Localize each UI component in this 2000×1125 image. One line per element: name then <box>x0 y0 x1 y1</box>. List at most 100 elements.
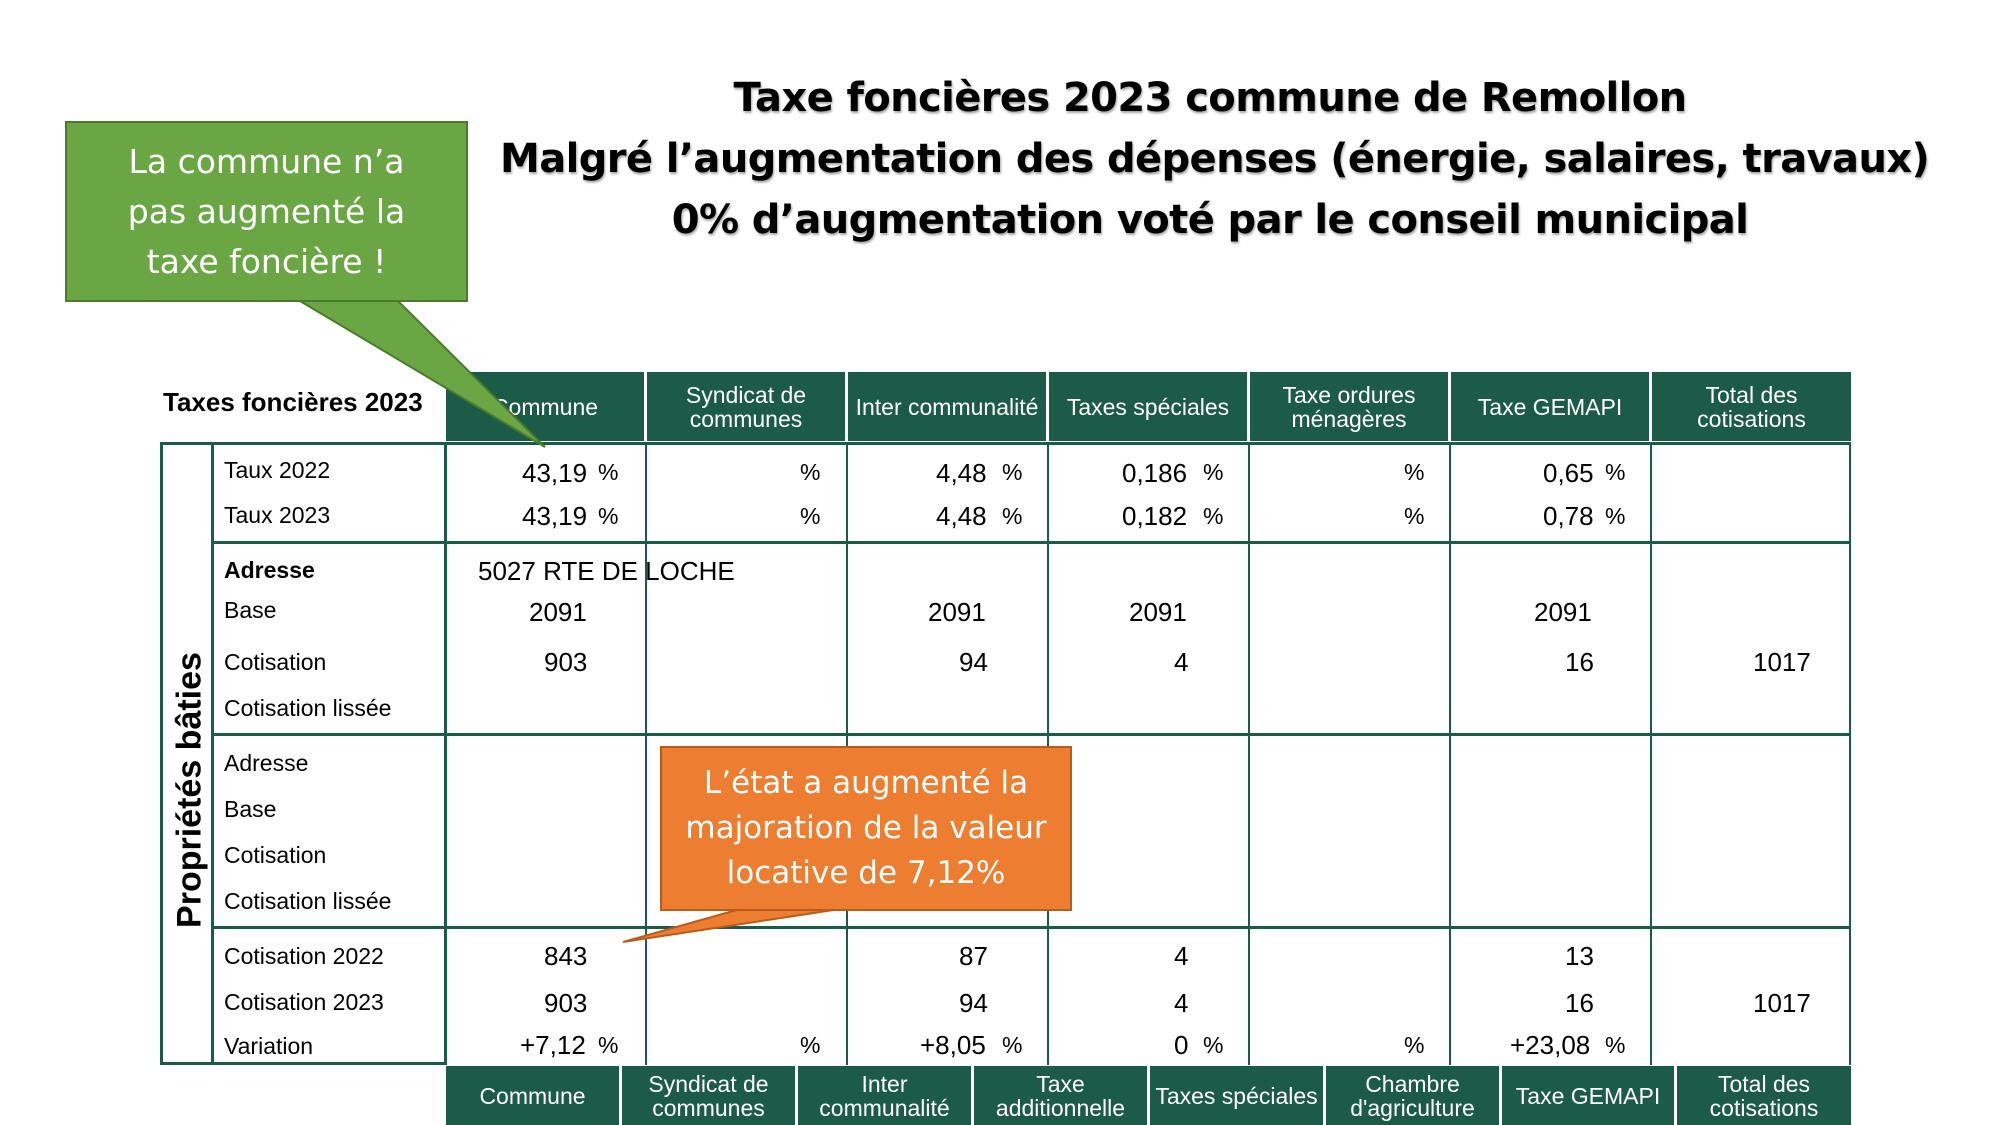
rate-2022-commune: 43,19 <box>522 458 588 488</box>
base-inter: 2091 <box>928 597 986 627</box>
rate-2022-inter: 4,48 <box>936 458 987 488</box>
grid-h-3 <box>211 926 1851 929</box>
label-cotisation-2023: Cotisation 2023 <box>224 989 384 1015</box>
pct-2022-syndicat: % <box>800 459 821 485</box>
title-line-3: 0% d’augmentation voté par le conseil mu… <box>671 197 1749 243</box>
pct-2022-speciales: % <box>1203 459 1224 485</box>
pct-2023-ordures: % <box>1404 503 1425 529</box>
grid-v-left <box>160 442 163 1065</box>
pct-2022-ordures: % <box>1404 459 1425 485</box>
header-syndicat: Syndicat de communes <box>647 372 845 441</box>
variation-commune: +7,12 <box>520 1030 586 1060</box>
rate-2023-inter: 4,48 <box>936 501 987 531</box>
label-taux-2022: Taux 2022 <box>224 457 331 483</box>
header-taxes-speciales: Taxes spéciales <box>1049 372 1247 441</box>
cotisation-speciales: 4 <box>1174 647 1189 677</box>
cot2023-speciales: 4 <box>1174 988 1189 1018</box>
footer-header-chambre-agriculture: Chambre d'agriculture <box>1326 1066 1499 1125</box>
green-callout-text: La commune n’a pas augmenté la taxe fonc… <box>127 141 406 281</box>
base-speciales: 2091 <box>1129 597 1187 627</box>
label-variation: Variation <box>224 1033 314 1059</box>
label-cotisation-2022: Cotisation 2022 <box>224 943 384 969</box>
pct-2022-inter: % <box>1002 459 1023 485</box>
label-cotisation-1: Cotisation <box>224 649 327 675</box>
pct-var-speciales: % <box>1203 1032 1224 1058</box>
cotisation-gemapi: 16 <box>1565 647 1594 677</box>
grid-h-1 <box>211 541 1851 544</box>
label-adresse-2: Adresse <box>224 750 309 776</box>
rate-2022-speciales: 0,186 <box>1122 458 1188 488</box>
grid-v-5 <box>1449 442 1451 1065</box>
rate-2023-speciales: 0,182 <box>1122 501 1188 531</box>
cot2022-inter: 87 <box>959 941 988 971</box>
grid-v-right <box>1849 442 1851 1065</box>
grid-h-2 <box>211 733 1851 736</box>
footer-header-taxes-speciales: Taxes spéciales <box>1150 1066 1323 1125</box>
header-intercommunalite: Inter communalité <box>848 372 1046 441</box>
grid-v-6 <box>1650 442 1652 1065</box>
footer-header-taxe-additionnelle: Taxe additionnelle <box>974 1066 1147 1125</box>
header-ordures-menageres: Taxe ordures ménagères <box>1250 372 1448 441</box>
grid-v-4 <box>1248 442 1250 1065</box>
green-callout: La commune n’a pas augmenté la taxe fonc… <box>65 121 468 302</box>
footer-header-total: Total des cotisations <box>1677 1066 1851 1125</box>
green-callout-pointer <box>296 300 546 448</box>
header-total: Total des cotisations <box>1652 372 1851 441</box>
rate-2023-gemapi: 0,78 <box>1543 501 1594 531</box>
page-title: Taxe foncières 2023 commune de Remollon … <box>500 68 1930 251</box>
footer-header-syndicat: Syndicat de communes <box>622 1066 795 1125</box>
cot2023-gemapi: 16 <box>1565 988 1594 1018</box>
cotisation-inter: 94 <box>959 647 988 677</box>
label-base-1: Base <box>224 597 277 623</box>
base-commune: 2091 <box>529 597 587 627</box>
label-lissee-1: Cotisation lissée <box>224 695 392 721</box>
label-cotisation-2: Cotisation <box>224 842 327 868</box>
rate-2022-gemapi: 0,65 <box>1543 458 1594 488</box>
grid-v-label <box>211 442 214 1065</box>
cot2023-inter: 94 <box>959 988 988 1018</box>
grid-h-top <box>160 442 1851 445</box>
pct-var-ordures: % <box>1404 1032 1425 1058</box>
property1-address: 5027 RTE DE LOCHE <box>478 556 735 586</box>
pct-var-inter: % <box>1002 1032 1023 1058</box>
grid-v-0 <box>444 442 447 1065</box>
cotisation-total: 1017 <box>1753 647 1811 677</box>
grid-h-bottom <box>160 1062 446 1065</box>
base-gemapi: 2091 <box>1534 597 1592 627</box>
title-line-1: Taxe foncières 2023 commune de Remollon <box>733 75 1687 121</box>
pct-2023-syndicat: % <box>800 503 821 529</box>
pct-2023-commune: % <box>598 503 619 529</box>
pct-2022-commune: % <box>598 459 619 485</box>
cot2022-commune: 843 <box>544 941 588 971</box>
variation-speciales: 0 <box>1174 1030 1189 1060</box>
rate-2023-commune: 43,19 <box>522 501 588 531</box>
cot2022-speciales: 4 <box>1174 941 1189 971</box>
footer-header-intercommunalite: Inter communalité <box>798 1066 971 1125</box>
cot2022-gemapi: 13 <box>1565 941 1594 971</box>
cotisation-commune: 903 <box>544 647 588 677</box>
orange-callout-pointer <box>622 908 841 943</box>
cot2023-commune: 903 <box>544 988 588 1018</box>
label-taux-2023: Taux 2023 <box>224 502 331 528</box>
pct-2023-gemapi: % <box>1605 503 1626 529</box>
orange-callout-text: L’état a augmenté la majoration de la va… <box>685 765 1047 891</box>
footer-header-commune: Commune <box>446 1066 619 1125</box>
title-line-2: Malgré l’augmentation des dépenses (éner… <box>500 136 1930 182</box>
label-adresse-1: Adresse <box>224 557 315 583</box>
orange-callout: L’état a augmenté la majoration de la va… <box>660 746 1072 911</box>
pct-var-commune: % <box>598 1032 619 1058</box>
footer-header-gemapi: Taxe GEMAPI <box>1502 1066 1674 1125</box>
variation-gemapi: +23,08 <box>1510 1030 1591 1060</box>
pct-var-syndicat: % <box>800 1032 821 1058</box>
table-caption: Taxes foncières 2023 <box>163 387 423 417</box>
header-gemapi: Taxe GEMAPI <box>1451 372 1649 441</box>
cot2023-total: 1017 <box>1753 988 1811 1018</box>
label-lissee-2: Cotisation lissée <box>224 888 392 914</box>
pct-2022-gemapi: % <box>1605 459 1626 485</box>
pct-2023-speciales: % <box>1203 503 1224 529</box>
pct-var-gemapi: % <box>1605 1032 1626 1058</box>
variation-inter: +8,05 <box>920 1030 986 1060</box>
pct-2023-inter: % <box>1002 503 1023 529</box>
grid-v-1 <box>645 442 647 1065</box>
label-base-2: Base <box>224 796 277 822</box>
